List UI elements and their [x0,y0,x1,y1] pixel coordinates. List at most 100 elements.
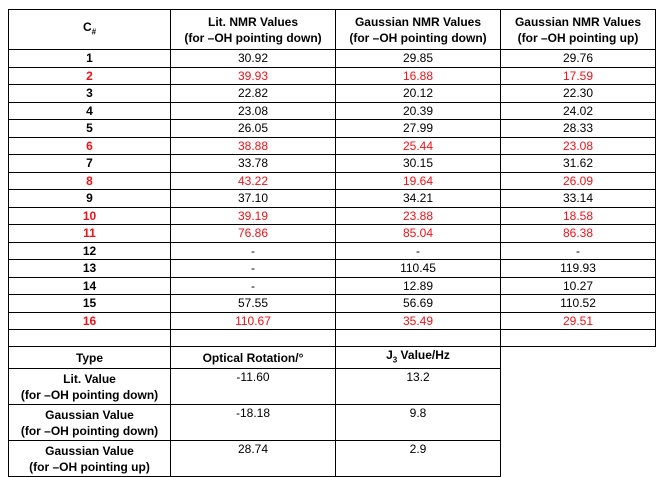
value-cell: 10.27 [500,276,656,295]
table-body: C# Lit. NMR Values (for –OH pointing down)… [8,9,656,477]
value-cell: 2.9 [335,440,501,477]
cell-text: 76.86 [237,226,269,241]
value-cell: - [170,241,336,260]
value-cell: - [170,276,336,295]
value-cell: 30.15 [335,154,501,173]
value-cell: 12.89 [335,276,501,295]
cell-text: 1 [86,51,93,66]
cell-text: -18.18 [235,406,271,421]
cell-text: Value/Hz [397,348,450,362]
carbon-cell: 15 [8,294,171,313]
carbon-cell: 5 [8,119,171,138]
carbon-cell: 6 [8,136,171,155]
carbon-cell: 7 [8,154,171,173]
cell-text: 12.89 [402,278,434,293]
cell-text: 57.55 [237,296,269,311]
data-row: 1 30.92 29.85 29.76 [8,49,656,68]
cell-text: 56.69 [402,296,434,311]
cell-text: 5 [86,121,93,136]
cell-line: (for –OH pointing up) [517,30,639,45]
header-cell: C# [8,9,171,50]
cell-text: 20.12 [402,86,434,101]
carbon-cell: 13 [8,259,171,278]
cell-text: - [251,243,255,258]
cell-text: 9 [86,191,93,206]
value-cell: 43.22 [170,171,336,190]
cell-text: 35.49 [402,313,434,328]
cell-text: 31.62 [562,156,594,171]
cell-text: 110.52 [560,296,596,311]
cell-text: 10 [82,208,97,223]
cell-line: Lit. NMR Values [207,14,299,29]
cell-text: 30.15 [402,156,434,171]
cell-text: 110.67 [235,313,271,328]
value-cell: 110.67 [170,311,336,330]
cell-text: 110.45 [400,261,436,276]
value-cell: 23.08 [500,136,656,155]
cell-text: 39.93 [237,68,269,83]
value-cell: 20.12 [335,84,501,103]
cell-text: 13 [82,261,97,276]
carbon-cell: 10 [8,206,171,225]
data-row: 6 38.88 25.44 23.08 [8,136,656,155]
cell-line: Lit. Value [63,371,116,386]
value-cell: -18.18 [170,404,336,442]
data-row: Gaussian Value (for –OH pointing up) 28.74… [8,440,656,477]
value-cell: 110.45 [335,259,501,278]
value-cell: 18.58 [500,206,656,225]
value-cell: 29.51 [500,311,656,330]
data-row: Gaussian Value (for –OH pointing down) -18… [8,404,656,442]
cell-text: 119.93 [560,261,596,276]
data-row: 9 37.10 34.21 33.14 [8,189,656,208]
value-cell: 35.49 [335,311,501,330]
data-row: 14 - 12.89 10.27 [8,276,656,295]
nmr-table: C# Lit. NMR Values (for –OH pointing down)… [8,9,656,477]
cell-text: 2.9 [409,442,427,457]
cell-text: 28.33 [562,121,594,136]
cell-text: 3 [86,86,93,101]
cell-text: -11.60 [236,370,270,385]
type-cell: Lit. Value (for –OH pointing down) [8,368,171,406]
cell-text: 22.82 [237,86,269,101]
cell-text: 4 [86,103,93,118]
value-cell: 33.14 [500,189,656,208]
cell-text: Type [75,350,104,365]
data-row: 12 - - - [8,241,656,260]
value-cell: 27.99 [335,119,501,138]
cell-text: 30.92 [237,51,269,66]
value-cell: 26.05 [170,119,336,138]
value-cell: 33.78 [170,154,336,173]
value-cell: 20.39 [335,101,501,120]
value-cell: 9.8 [335,404,501,442]
cell-text: 8 [86,173,93,188]
carbon-cell: 11 [8,224,171,243]
blank [500,440,656,477]
cell-text: 16.88 [402,68,434,83]
cell-text: 33.14 [562,191,594,206]
value-cell: 23.08 [170,101,336,120]
cell-text: 33.78 [237,156,269,171]
carbon-cell: 1 [8,49,171,68]
subscript: 3 [392,355,398,365]
cell-text: 22.30 [562,86,594,101]
cell-line: (for –OH pointing down) [349,30,487,45]
value-cell: 119.93 [500,259,656,278]
cell-text: 37.10 [237,191,269,206]
empty-cell [8,329,171,347]
value-cell: 31.62 [500,154,656,173]
cell-text: 23.08 [237,103,269,118]
cell-text: 26.09 [562,173,594,188]
table-wrapper: C# Lit. NMR Values (for –OH pointing down)… [8,9,656,477]
carbon-cell: 4 [8,101,171,120]
value-cell: 23.88 [335,206,501,225]
cell-text: 23.08 [562,138,594,153]
cell-text: 19.64 [402,173,434,188]
cell-text: 16 [82,313,97,328]
cell-text: 7 [86,156,93,171]
value-cell: 13.2 [335,368,501,406]
header-row: C# Lit. NMR Values (for –OH pointing down)… [8,9,656,50]
data-row: 4 23.08 20.39 24.02 [8,101,656,120]
cell-text: 43.22 [237,173,269,188]
cell-text: 13.2 [406,370,430,385]
value-cell: - [170,259,336,278]
